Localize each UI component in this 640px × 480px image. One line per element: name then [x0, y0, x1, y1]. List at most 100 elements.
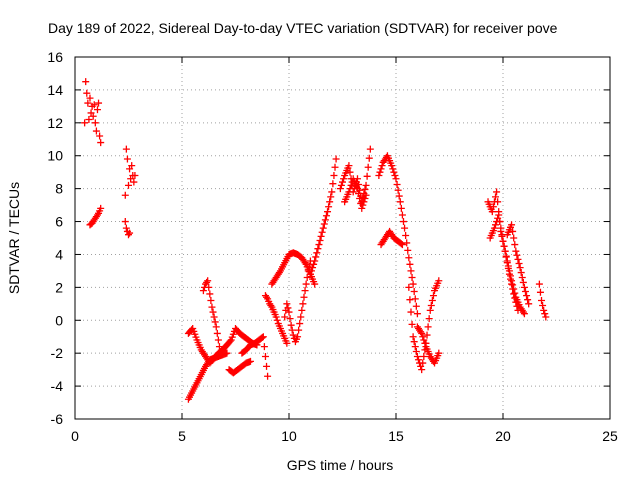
data-point [418, 366, 426, 374]
data-point [329, 180, 337, 188]
y-tick-label: 10 [47, 148, 63, 164]
data-point [226, 337, 234, 345]
data-point [417, 328, 425, 336]
data-point [328, 188, 336, 196]
y-tick-label: -2 [51, 345, 64, 361]
data-point [286, 315, 294, 323]
data-point [410, 338, 418, 346]
data-point [121, 191, 129, 199]
y-tick-label: 12 [47, 115, 63, 131]
data-point [261, 352, 269, 360]
data-point [289, 331, 297, 339]
data-point [346, 185, 354, 193]
data-point [429, 292, 437, 300]
data-point [401, 224, 409, 232]
data-point [403, 239, 411, 247]
data-point [294, 333, 302, 341]
data-point [358, 204, 366, 212]
y-axis-label: SDTVAR / TECUs [6, 182, 22, 294]
y-tick-label: 2 [55, 279, 63, 295]
data-point [410, 287, 418, 295]
data-point [500, 242, 508, 250]
data-point [209, 308, 217, 316]
data-point [330, 171, 338, 179]
x-tick-labels: 0 5 10 15 20 25 [71, 428, 618, 444]
data-point [419, 333, 427, 341]
data-point [347, 181, 355, 189]
data-point [538, 297, 546, 305]
data-point [391, 171, 399, 179]
data-point [81, 119, 89, 127]
data-point [402, 232, 410, 240]
data-point [425, 315, 433, 323]
data-point [313, 249, 321, 257]
x-tick-label: 0 [71, 428, 79, 444]
data-point [363, 172, 371, 180]
data-point [492, 193, 500, 201]
data-point [203, 278, 211, 286]
x-tick-label: 5 [178, 428, 186, 444]
data-point [395, 192, 403, 200]
data-point [82, 78, 90, 86]
data-point [508, 277, 516, 285]
data-point [128, 162, 136, 170]
tick-marks [74, 56, 611, 420]
data-point [353, 185, 361, 193]
data-point [317, 232, 325, 240]
data-point [525, 300, 533, 308]
data-point [518, 273, 526, 281]
data-point [397, 204, 405, 212]
y-tick-label: 6 [55, 214, 63, 230]
data-point [210, 313, 218, 321]
data-point [325, 203, 333, 211]
data-point [490, 224, 498, 232]
y-tick-label: 16 [47, 49, 63, 65]
data-point [319, 224, 327, 232]
data-point [505, 267, 513, 275]
data-point [393, 181, 401, 189]
y-tick-label: 14 [47, 82, 63, 98]
data-point [199, 287, 207, 295]
data-point [321, 216, 329, 224]
data-point [365, 154, 373, 162]
data-point [375, 171, 383, 179]
data-point [510, 234, 518, 242]
data-point [246, 357, 254, 365]
x-tick-label: 20 [495, 428, 511, 444]
data-point [327, 193, 335, 201]
data-point [215, 343, 223, 351]
data-point [509, 227, 517, 235]
data-point [260, 343, 268, 351]
data-point [542, 313, 550, 321]
data-point [389, 165, 397, 173]
data-point [360, 198, 368, 206]
data-point [494, 198, 502, 206]
data-point [336, 185, 344, 193]
x-tick-label: 10 [281, 428, 297, 444]
data-point [283, 300, 291, 308]
grid-lines [75, 57, 610, 419]
data-point [405, 283, 413, 291]
data-point [411, 295, 419, 303]
data-point [314, 245, 322, 253]
data-point [509, 281, 517, 289]
data-point [513, 251, 521, 259]
x-axis-label: GPS time / hours [287, 457, 394, 473]
data-point [398, 211, 406, 219]
data-point [409, 333, 417, 341]
data-point [213, 329, 221, 337]
data-point [93, 211, 101, 219]
data-point [86, 94, 94, 102]
data-point [406, 260, 414, 268]
data-point [263, 293, 271, 301]
data-point [297, 313, 305, 321]
data-point [93, 106, 101, 114]
data-point [495, 211, 503, 219]
data-point [322, 212, 330, 220]
data-point [408, 273, 416, 281]
data-point [523, 292, 531, 300]
data-point [258, 334, 266, 342]
data-point [361, 185, 369, 193]
data-point [90, 101, 98, 109]
